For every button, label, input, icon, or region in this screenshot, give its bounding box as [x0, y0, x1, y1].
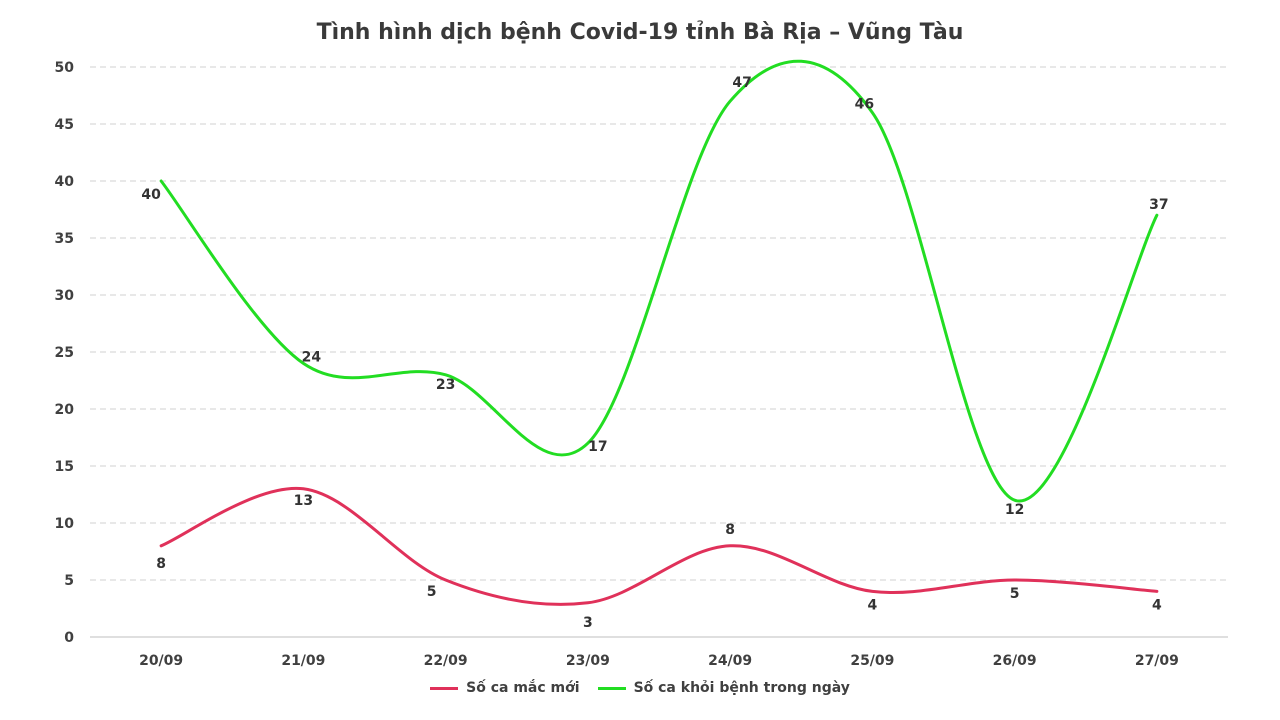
- x-tick-label-24-09: 24/09: [708, 653, 752, 669]
- data-label-recovered-4: 47: [732, 75, 751, 91]
- x-tick-label-25-09: 25/09: [850, 653, 894, 669]
- legend-swatch-new-cases: [430, 686, 459, 690]
- y-tick-label-35: 35: [55, 231, 74, 247]
- y-tick-label-40: 40: [55, 174, 75, 190]
- data-label-new-cases-3: 3: [583, 615, 593, 631]
- data-labels: 8 13 5 3 8 4 5 4 40 24 23 17 47 46 12 37: [141, 75, 1168, 631]
- data-label-recovered-2: 23: [436, 377, 455, 393]
- series-line-recovered: [159, 59, 1159, 503]
- data-label-new-cases-4: 8: [725, 522, 735, 538]
- y-tick-label-5: 5: [64, 573, 74, 589]
- data-label-recovered-6: 12: [1005, 502, 1024, 518]
- data-label-recovered-7: 37: [1149, 197, 1168, 213]
- x-tick-label-23-09: 23/09: [566, 653, 610, 669]
- legend-item-new-cases: Số ca mắc mới: [430, 680, 580, 696]
- y-tick-label-15: 15: [55, 459, 74, 475]
- chart-title: Tình hình dịch bệnh Covid-19 tỉnh Bà Rịa…: [316, 20, 964, 45]
- x-tick-label-22-09: 22/09: [424, 653, 468, 669]
- x-tick-label-26-09: 26/09: [993, 653, 1037, 669]
- y-tick-label-20: 20: [55, 402, 75, 418]
- series-line-new-cases: [159, 486, 1159, 606]
- legend-swatch-recovered: [597, 686, 626, 690]
- data-label-recovered-3: 17: [588, 439, 607, 455]
- legend: Số ca mắc mới Số ca khỏi bệnh trong ngày: [0, 680, 1280, 696]
- series-lines: [159, 59, 1159, 606]
- data-label-recovered-0: 40: [141, 187, 161, 203]
- data-label-new-cases-6: 5: [1010, 586, 1020, 602]
- y-tick-label-0: 0: [64, 630, 74, 646]
- x-tick-label-21-09: 21/09: [281, 653, 325, 669]
- data-label-new-cases-0: 8: [156, 556, 166, 572]
- gridlines: [90, 66, 1228, 581]
- data-label-new-cases-5: 4: [868, 597, 878, 613]
- x-tick-label-27-09: 27/09: [1135, 653, 1179, 669]
- data-label-new-cases-7: 4: [1152, 597, 1162, 613]
- x-tick-label-20-09: 20/09: [139, 653, 183, 669]
- data-label-recovered-5: 46: [855, 97, 874, 113]
- legend-label-new-cases: Số ca mắc mới: [466, 680, 580, 696]
- y-tick-label-10: 10: [55, 516, 75, 532]
- legend-label-recovered: Số ca khỏi bệnh trong ngày: [633, 680, 850, 696]
- data-label-new-cases-2: 5: [427, 584, 437, 600]
- legend-item-recovered: Số ca khỏi bệnh trong ngày: [597, 680, 850, 696]
- data-label-recovered-1: 24: [302, 349, 322, 365]
- y-tick-label-50: 50: [55, 60, 75, 76]
- y-tick-label-25: 25: [55, 345, 74, 361]
- y-tick-label-30: 30: [55, 288, 75, 304]
- y-tick-label-45: 45: [55, 117, 74, 133]
- data-label-new-cases-1: 13: [294, 493, 313, 509]
